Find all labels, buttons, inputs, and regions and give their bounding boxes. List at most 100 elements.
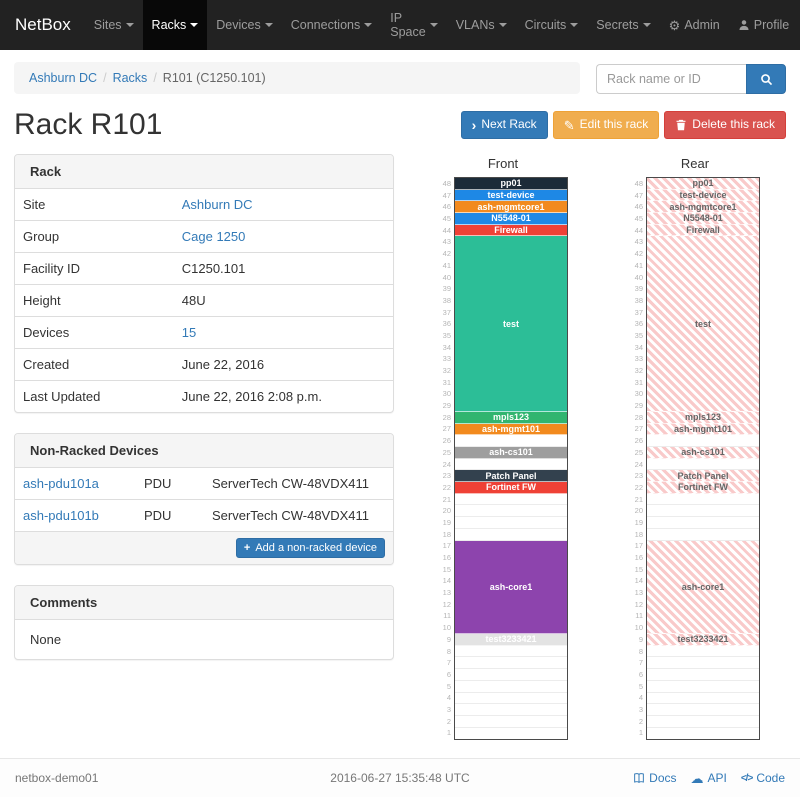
footer-link-code[interactable]: </> Code xyxy=(741,771,785,785)
brand[interactable]: NetBox xyxy=(15,15,71,34)
front-rack-units: pp01 test-device ash-mgmtcore1 N5548-01 Fire… xyxy=(454,177,568,741)
device-role-cell: PDU xyxy=(143,476,172,491)
attr-value-link[interactable]: 15 xyxy=(181,325,197,340)
rack-device-test-device-rear[interactable]: test-device xyxy=(647,189,759,202)
rack-device-mpls123-rear[interactable]: mpls123 xyxy=(647,411,759,424)
unit-number: 35 xyxy=(442,330,451,340)
breadcrumb-separator: / xyxy=(103,71,107,85)
delete-rack-button[interactable]: Delete this rack xyxy=(664,111,786,139)
device-type-cell: ServerTech CW-48VDX411 xyxy=(203,499,393,531)
breadcrumb-row: Ashburn DC / Racks / R101 (C1250.101) xyxy=(14,62,786,94)
rack-unit-empty xyxy=(647,681,759,693)
unit-number: 4 xyxy=(446,693,451,703)
caret-down-icon xyxy=(429,23,438,27)
nav-item-label: Connections xyxy=(290,18,361,32)
breadcrumb-link[interactable]: Ashburn DC xyxy=(29,71,98,85)
rack-unit-empty xyxy=(647,669,759,681)
unit-number: 23 xyxy=(442,471,451,481)
nav-item-secrets[interactable]: Secrets xyxy=(587,0,659,50)
nav-item-circuits[interactable]: Circuits xyxy=(516,0,588,50)
unit-number: 21 xyxy=(442,494,451,504)
rear-rack-frame: 48 47 46 45 44 43 42 41 40 39 38 37 36 35 34 33 32 31 30 29… xyxy=(630,177,760,741)
rack-info-row: Height 48U xyxy=(15,284,393,317)
rack-unit-empty xyxy=(647,435,759,447)
rack-device-ash-mgmt101-front[interactable]: ash-mgmt101 xyxy=(455,423,567,436)
rack-device-ash-core1-front[interactable]: ash-core1 xyxy=(455,540,567,635)
rack-device-patch-panel-front[interactable]: Patch Panel xyxy=(455,470,567,483)
rack-device-test-front[interactable]: test xyxy=(455,236,567,412)
device-link[interactable]: ash-pdu101a xyxy=(23,476,99,491)
rack-device-ash-cs101-front[interactable]: ash-cs101 xyxy=(455,447,567,459)
search-button[interactable] xyxy=(746,64,786,94)
unit-number: 22 xyxy=(442,482,451,492)
rack-device-test-rear[interactable]: test xyxy=(647,236,759,412)
rack-device-ash-mgmtcore1-rear[interactable]: ash-mgmtcore1 xyxy=(647,201,759,214)
unit-number: 12 xyxy=(634,599,643,609)
nav-item-profile[interactable]: Profile xyxy=(729,0,798,50)
rack-device-patch-panel-rear[interactable]: Patch Panel xyxy=(647,470,759,483)
rack-device-test-device-front[interactable]: test-device xyxy=(455,189,567,202)
unit-number: 8 xyxy=(638,646,643,656)
rack-device-ash-core1-rear[interactable]: ash-core1 xyxy=(647,540,759,635)
unit-number: 34 xyxy=(442,342,451,352)
unit-number: 6 xyxy=(446,669,451,679)
chevron-right-icon: › xyxy=(471,117,477,133)
attr-value-link[interactable]: Cage 1250 xyxy=(181,229,246,244)
unit-number: 5 xyxy=(446,681,451,691)
rack-device-n5548-01-rear[interactable]: N5548-01 xyxy=(647,213,759,225)
rack-info-row: Created June 22, 2016 xyxy=(15,348,393,381)
next-rack-button[interactable]: › Next Rack xyxy=(460,111,548,139)
search-input[interactable] xyxy=(596,64,746,94)
device-link[interactable]: ash-pdu101b xyxy=(23,508,99,523)
unit-number: 31 xyxy=(634,377,643,387)
attr-label: Facility ID xyxy=(15,252,174,285)
gear-icon: ⚙ xyxy=(668,17,681,33)
nav-item-sites[interactable]: Sites xyxy=(85,0,143,50)
add-nonracked-device-button[interactable]: + Add a non-racked device xyxy=(235,538,385,559)
rack-device-ash-mgmt101-rear[interactable]: ash-mgmt101 xyxy=(647,423,759,436)
rack-device-ash-cs101-rear[interactable]: ash-cs101 xyxy=(647,447,759,459)
rack-unit-empty xyxy=(647,704,759,716)
rack-device-pp01-rear[interactable]: pp01 xyxy=(647,178,759,190)
breadcrumb-link[interactable]: Racks xyxy=(112,71,148,85)
trash-icon xyxy=(676,119,686,131)
nav-item-devices[interactable]: Devices xyxy=(207,0,281,50)
unit-number: 12 xyxy=(442,599,451,609)
edit-rack-button[interactable]: ✎ Edit this rack xyxy=(552,111,660,139)
rack-device-fortinet-fw-front[interactable]: Fortinet FW xyxy=(455,482,567,494)
nav-item-connections[interactable]: Connections xyxy=(282,0,382,50)
rack-unit-empty xyxy=(647,728,759,740)
attr-label: Site xyxy=(23,197,46,212)
unit-number: 1 xyxy=(446,728,451,738)
nav-item-admin[interactable]: ⚙ Admin xyxy=(660,0,729,50)
unit-number: 2 xyxy=(446,716,451,726)
footer-link-docs[interactable]: Docs xyxy=(633,771,677,785)
rack-device-firewall-rear[interactable]: Firewall xyxy=(647,224,759,237)
footer-link-api[interactable]: ☁ API xyxy=(691,771,727,785)
rack-device-n5548-01-front[interactable]: N5548-01 xyxy=(455,213,567,225)
rack-unit-empty xyxy=(647,693,759,705)
search-icon xyxy=(760,73,772,85)
nav-item-label: Profile xyxy=(753,18,790,32)
rack-device-ash-mgmtcore1-front[interactable]: ash-mgmtcore1 xyxy=(455,201,567,214)
unit-number: 17 xyxy=(634,541,643,551)
unit-number: 38 xyxy=(634,295,643,305)
nav-item-vlans[interactable]: VLANs xyxy=(447,0,516,50)
unit-number: 29 xyxy=(634,401,643,411)
nav-item-racks[interactable]: Racks xyxy=(142,0,208,50)
rack-device-mpls123-front[interactable]: mpls123 xyxy=(455,411,567,424)
rack-unit-empty xyxy=(455,704,567,716)
rack-device-test3233421-front[interactable]: test3233421 xyxy=(455,634,567,646)
attr-label: Created xyxy=(15,348,174,381)
rear-unit-numbers: 48 47 46 45 44 43 42 41 40 39 38 37 36 35 34 33 32 31 30 29… xyxy=(630,177,646,740)
attr-value-link[interactable]: Ashburn DC xyxy=(181,197,253,212)
rack-device-firewall-front[interactable]: Firewall xyxy=(455,224,567,237)
nav-item-ip-space[interactable]: IP Space xyxy=(381,0,446,50)
caret-down-icon xyxy=(264,23,273,27)
attr-value: 48U xyxy=(173,284,393,317)
breadcrumb-separator: / xyxy=(153,71,157,85)
rack-device-pp01-front[interactable]: pp01 xyxy=(455,178,567,190)
rack-device-fortinet-fw-rear[interactable]: Fortinet FW xyxy=(647,482,759,494)
rack-info-row: Devices 15 xyxy=(15,316,393,349)
rack-device-test3233421-rear[interactable]: test3233421 xyxy=(647,634,759,646)
